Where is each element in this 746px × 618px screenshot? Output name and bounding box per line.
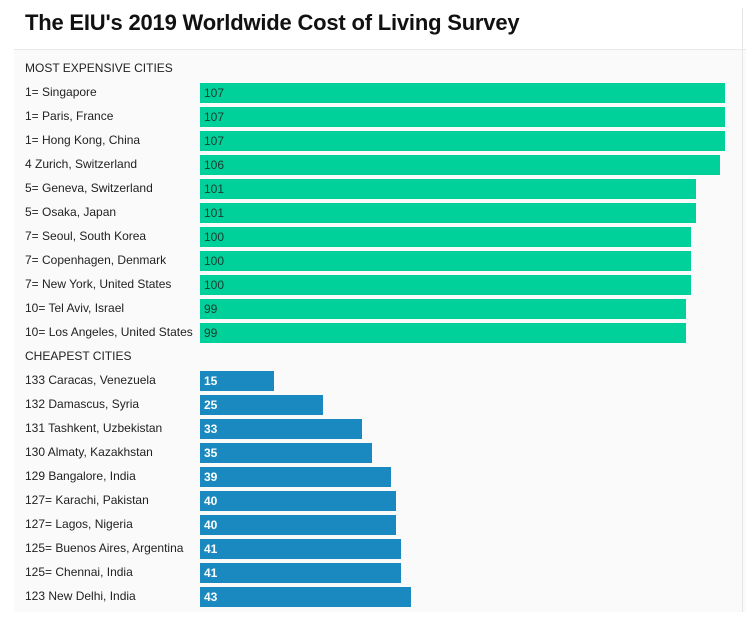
category-label: 125= Buenos Aires, Argentina xyxy=(25,541,184,555)
data-label: 43 xyxy=(204,590,218,604)
category-label: 125= Chennai, India xyxy=(25,565,133,579)
category-label: 1= Hong Kong, China xyxy=(25,133,141,147)
panel-edge xyxy=(742,8,743,612)
data-label: 41 xyxy=(204,542,218,556)
bar xyxy=(200,275,691,295)
data-label: 25 xyxy=(204,398,218,412)
bar xyxy=(200,587,411,607)
data-label: 41 xyxy=(204,566,218,580)
category-label: 7= New York, United States xyxy=(25,277,172,291)
data-label: 101 xyxy=(204,182,225,196)
category-label: 4 Zurich, Switzerland xyxy=(25,157,138,171)
category-label: 1= Singapore xyxy=(25,85,97,99)
data-label: 99 xyxy=(204,326,218,340)
bar xyxy=(200,203,696,223)
bar xyxy=(200,227,691,247)
bar xyxy=(200,491,396,511)
data-label: 40 xyxy=(204,494,218,508)
data-label: 100 xyxy=(204,278,225,292)
data-label: 107 xyxy=(204,86,225,100)
bar xyxy=(200,299,686,319)
data-label: 15 xyxy=(204,374,218,388)
bar xyxy=(200,443,372,463)
category-label: 123 New Delhi, India xyxy=(25,589,136,603)
category-label: 131 Tashkent, Uzbekistan xyxy=(25,421,163,435)
data-label: 39 xyxy=(204,470,218,484)
section-label-cheap: CHEAPEST CITIES xyxy=(25,349,132,363)
bar xyxy=(200,131,725,151)
bar xyxy=(200,563,401,583)
bar xyxy=(200,515,396,535)
data-label: 40 xyxy=(204,518,218,532)
category-label: 10= Los Angeles, United States xyxy=(25,325,193,339)
category-label: 10= Tel Aviv, Israel xyxy=(25,301,125,315)
data-label: 100 xyxy=(204,254,225,268)
bar xyxy=(200,107,725,127)
data-label: 33 xyxy=(204,422,218,436)
data-label: 100 xyxy=(204,230,225,244)
category-label: 133 Caracas, Venezuela xyxy=(25,373,156,387)
data-label: 106 xyxy=(204,158,225,172)
category-label: 1= Paris, France xyxy=(25,109,114,123)
category-label: 129 Bangalore, India xyxy=(25,469,136,483)
category-label: 5= Osaka, Japan xyxy=(25,205,117,219)
bar xyxy=(200,395,323,415)
bar xyxy=(200,539,401,559)
category-label: 5= Geneva, Switzerland xyxy=(25,181,153,195)
bar xyxy=(200,371,274,391)
bar xyxy=(200,179,696,199)
data-label: 35 xyxy=(204,446,218,460)
category-label: 7= Seoul, South Korea xyxy=(25,229,147,243)
category-label: 127= Lagos, Nigeria xyxy=(25,517,133,531)
category-label: 132 Damascus, Syria xyxy=(25,397,140,411)
bar xyxy=(200,323,686,343)
data-label: 107 xyxy=(204,110,225,124)
category-label: 130 Almaty, Kazakhstan xyxy=(25,445,153,459)
bar xyxy=(200,83,725,103)
bar xyxy=(200,419,362,439)
category-label: 7= Copenhagen, Denmark xyxy=(25,253,167,267)
title-rule xyxy=(14,49,746,50)
bar xyxy=(200,251,691,271)
data-label: 107 xyxy=(204,134,225,148)
bar xyxy=(200,467,391,487)
category-label: 127= Karachi, Pakistan xyxy=(25,493,149,507)
data-label: 101 xyxy=(204,206,225,220)
data-label: 99 xyxy=(204,302,218,316)
section-label-expensive: MOST EXPENSIVE CITIES xyxy=(25,61,173,75)
bar xyxy=(200,155,720,175)
chart-title: The EIU's 2019 Worldwide Cost of Living … xyxy=(25,10,520,35)
